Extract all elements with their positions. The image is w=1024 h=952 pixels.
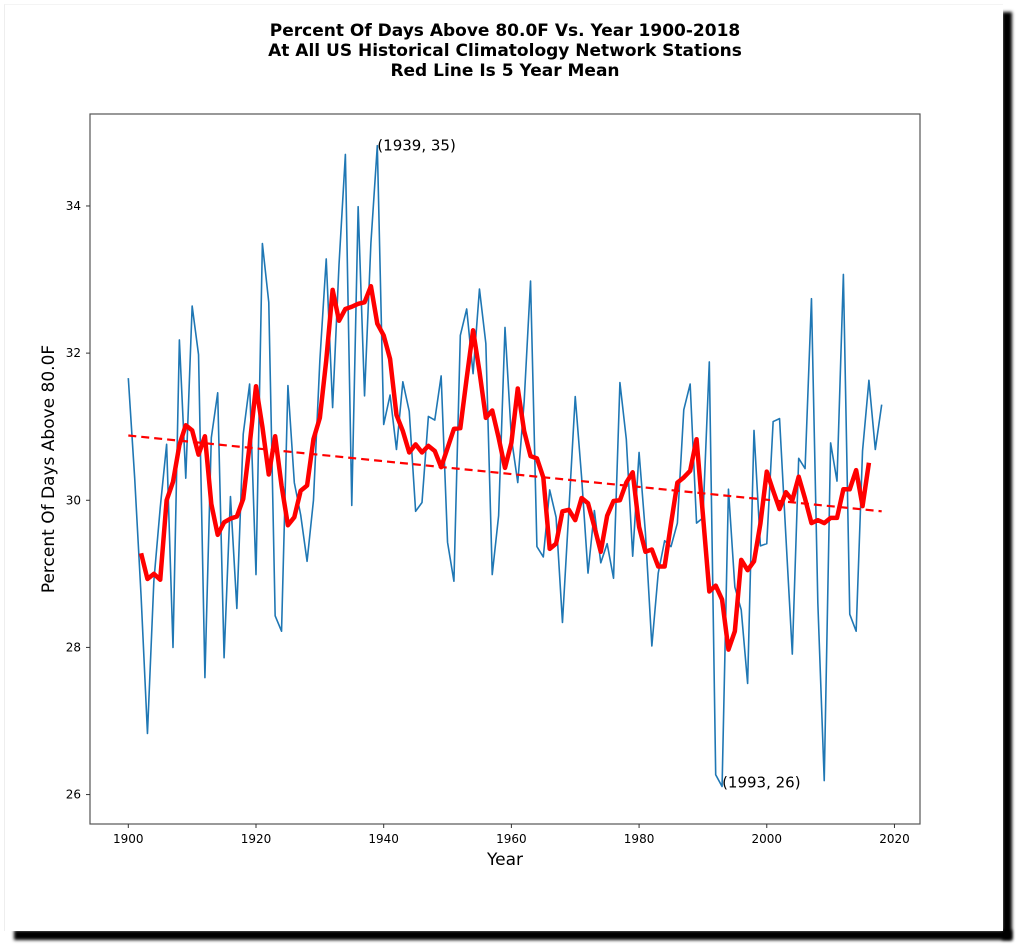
series-line-5-year-mean [138, 283, 872, 652]
y-axis: 26 28 30 32 34 [66, 199, 90, 802]
chart-title: Percent Of Days Above 80.0F Vs. Year 190… [268, 21, 742, 81]
x-tick-label: 1980 [624, 832, 655, 846]
x-tick-label: 1960 [496, 832, 527, 846]
plot-frame [89, 113, 921, 825]
y-tick-label: 30 [66, 493, 81, 507]
y-tick-label: 32 [66, 346, 81, 360]
x-tick-label: 1900 [113, 832, 144, 846]
annotation-max: (1939, 35) [377, 137, 456, 155]
y-axis-label: Percent Of Days Above 80.0F [39, 345, 59, 593]
title-line-1: Percent Of Days Above 80.0F Vs. Year 190… [270, 21, 740, 41]
x-tick-label: 2020 [879, 832, 910, 846]
title-line-3: Red Line Is 5 Year Mean [390, 61, 619, 81]
figure-shadow [14, 930, 1012, 940]
y-tick-label: 28 [66, 640, 81, 654]
series-line-annual-percent-of-days-above-80-0f [127, 144, 883, 788]
y-tick-label: 26 [66, 788, 81, 802]
x-tick-label: 1920 [241, 832, 272, 846]
title-line-2: At All US Historical Climatology Network… [268, 41, 742, 61]
annotation-min: (1993, 26) [722, 773, 801, 791]
figure-shadow [1002, 12, 1012, 940]
x-axis-label: Year [486, 850, 523, 870]
y-tick-label: 34 [66, 199, 81, 213]
annotation-layer: (1939, 35) (1993, 26) [377, 137, 800, 792]
x-axis: 1900 1920 1940 1960 1980 2000 2020 [113, 824, 910, 846]
series-layer [127, 144, 883, 788]
x-tick-label: 2000 [751, 832, 782, 846]
x-tick-label: 1940 [368, 832, 399, 846]
series-line-linear-trend [128, 434, 882, 513]
